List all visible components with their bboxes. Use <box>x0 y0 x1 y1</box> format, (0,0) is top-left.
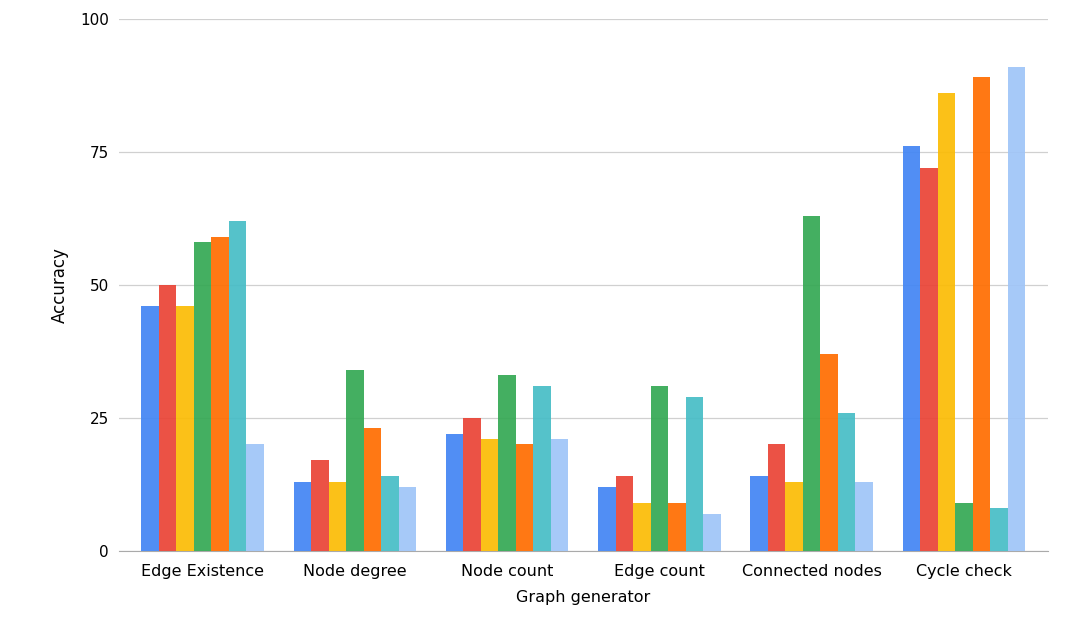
Bar <box>751 476 768 551</box>
Bar <box>229 221 246 551</box>
Bar <box>193 242 212 551</box>
Bar <box>294 482 311 551</box>
Bar <box>1008 67 1025 551</box>
X-axis label: Graph generator: Graph generator <box>516 590 650 605</box>
Bar <box>364 429 381 551</box>
Bar <box>920 168 937 551</box>
Bar <box>534 386 551 551</box>
Bar <box>633 503 650 551</box>
Bar <box>463 418 481 551</box>
Bar <box>516 444 534 551</box>
Bar <box>855 482 873 551</box>
Bar <box>176 306 193 551</box>
Bar <box>481 439 498 551</box>
Bar <box>212 237 229 551</box>
Bar <box>159 285 176 551</box>
Bar <box>598 487 616 551</box>
Bar <box>703 513 720 551</box>
Bar <box>616 476 633 551</box>
Bar <box>768 444 785 551</box>
Bar <box>785 482 802 551</box>
Bar <box>838 413 855 551</box>
Bar <box>650 386 669 551</box>
Bar <box>246 444 264 551</box>
Bar <box>990 508 1008 551</box>
Bar <box>498 375 516 551</box>
Y-axis label: Accuracy: Accuracy <box>51 247 69 323</box>
Bar <box>686 397 703 551</box>
Bar <box>955 503 973 551</box>
Bar <box>381 476 399 551</box>
Bar <box>399 487 416 551</box>
Bar <box>311 461 328 551</box>
Bar <box>802 215 821 551</box>
Bar <box>346 370 364 551</box>
Bar <box>141 306 159 551</box>
Bar <box>328 482 346 551</box>
Bar <box>669 503 686 551</box>
Bar <box>551 439 568 551</box>
Bar <box>937 93 955 551</box>
Bar <box>903 146 920 551</box>
Bar <box>821 354 838 551</box>
Bar <box>446 434 463 551</box>
Bar <box>973 77 990 551</box>
